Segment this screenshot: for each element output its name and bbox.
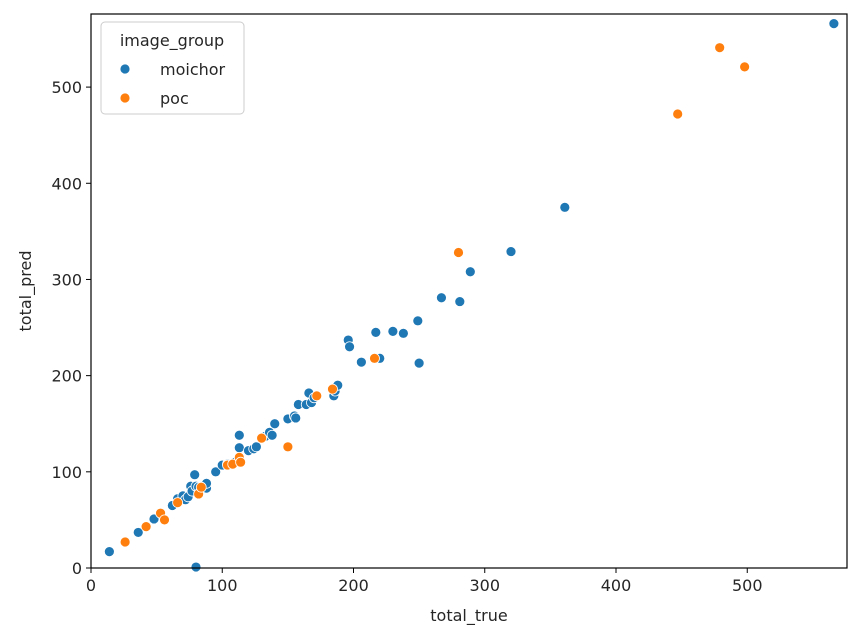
point-moichor (344, 341, 355, 353)
point-moichor (269, 418, 281, 430)
x-tick-label: 0 (86, 576, 96, 595)
y-tick-label: 100 (51, 463, 82, 482)
point-poc (159, 514, 170, 526)
points-layer (103, 18, 840, 573)
point-moichor (387, 325, 399, 337)
x-axis-label: total_true (430, 606, 507, 626)
point-moichor (210, 466, 222, 478)
legend-box (100, 21, 245, 115)
point-moichor (505, 246, 517, 257)
point-poc (172, 497, 184, 508)
x-tick-label: 500 (732, 576, 763, 595)
point-moichor (559, 201, 571, 213)
point-moichor (355, 356, 367, 368)
point-moichor (233, 429, 245, 441)
y-axis-label: total_pred (16, 251, 36, 332)
point-moichor (464, 266, 476, 278)
point-moichor (454, 296, 466, 307)
point-moichor (266, 429, 278, 441)
legend: image_group moichor poc (100, 21, 245, 115)
point-moichor (412, 315, 424, 327)
point-poc (327, 383, 338, 395)
legend-entry-moichor: moichor (160, 60, 226, 79)
point-moichor (250, 441, 262, 453)
legend-entry-poc: poc (160, 89, 189, 108)
point-moichor (413, 357, 425, 369)
point-moichor (397, 327, 409, 339)
point-poc (235, 456, 247, 468)
legend-marker-moichor (119, 63, 131, 75)
y-tick-label: 500 (51, 78, 82, 97)
point-moichor (132, 527, 144, 538)
point-poc (714, 42, 726, 54)
legend-marker-poc (119, 92, 131, 104)
x-tick-label: 200 (338, 576, 369, 595)
point-poc (739, 61, 751, 73)
point-poc (140, 521, 152, 533)
point-moichor (103, 546, 115, 558)
y-tick-label: 300 (51, 270, 82, 289)
x-tick-label: 400 (601, 576, 632, 595)
ticks-layer: 0 100 200 300 400 500 0 100 200 300 400 500 (51, 78, 762, 595)
point-poc (119, 536, 131, 548)
x-tick-label: 300 (469, 576, 500, 595)
point-moichor (436, 292, 447, 304)
y-tick-label: 0 (72, 559, 82, 578)
point-poc (672, 108, 684, 120)
point-poc (369, 352, 380, 364)
point-poc (282, 441, 294, 453)
point-moichor (233, 442, 245, 454)
point-poc (195, 481, 207, 493)
x-tick-label: 100 (207, 576, 238, 595)
legend-title: image_group (120, 31, 224, 51)
plot-frame (90, 13, 848, 569)
point-poc (311, 390, 323, 402)
point-moichor (189, 469, 201, 481)
point-poc (453, 247, 464, 258)
y-tick-label: 200 (51, 367, 82, 386)
point-moichor (190, 561, 202, 573)
point-moichor (370, 326, 382, 338)
point-moichor (828, 18, 840, 30)
point-moichor (290, 412, 302, 424)
point-poc (256, 432, 268, 444)
y-tick-label: 400 (51, 174, 82, 193)
